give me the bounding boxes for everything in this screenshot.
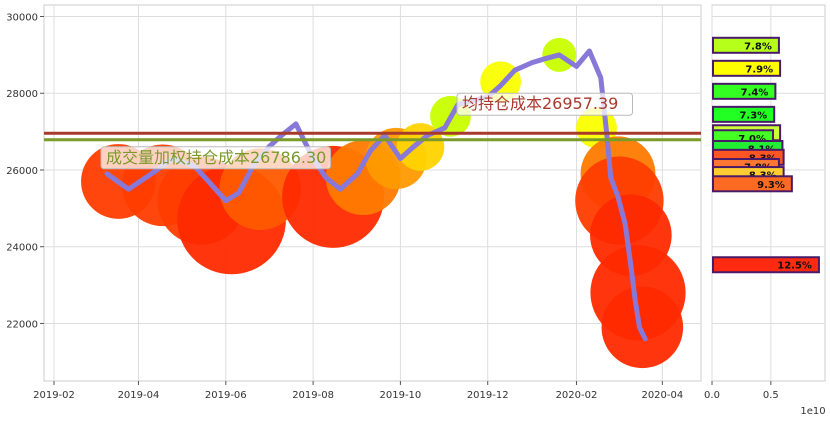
reference-label-box: [100, 146, 331, 170]
volume-bar: [712, 175, 793, 193]
side-x-tick-label: 0.0: [704, 390, 720, 401]
volume-bar-label: 7.9%: [745, 64, 773, 75]
side-x-tick-label: 0.5: [763, 390, 779, 401]
y-tick-label: 28000: [6, 89, 38, 100]
reference-label: 均持仓成本26957.39: [462, 94, 618, 113]
main-axes: 2019-02 2019-04 2019-06 2019-08 2019-10 2019-…: [6, 13, 683, 401]
main-gridlines: [44, 5, 701, 381]
x-tick-label: 2019-10: [380, 390, 422, 401]
x-tick-label: 2019-02: [33, 390, 75, 401]
reference-label: 成交量加权持仓成本26786.30: [106, 148, 326, 167]
volume-bar: [712, 105, 776, 123]
y-tick-label: 30000: [6, 13, 38, 24]
side-scale-label: 1e10: [800, 406, 825, 417]
x-tick-label: 2019-08: [292, 390, 334, 401]
reference-label-box: [456, 92, 633, 116]
y-tick-label: 26000: [6, 166, 38, 177]
x-tick-label: 2019-04: [118, 390, 160, 401]
volume-bar-label: 7.4%: [741, 87, 769, 98]
volume-bar: [712, 36, 780, 54]
volume-bar: [712, 59, 782, 77]
cost-reference-lines: 均持仓成本26957.39 成交量加权持仓成本26786.30: [44, 92, 701, 170]
volume-bar-label: 7.0%: [738, 134, 766, 145]
volume-bar: [712, 82, 777, 100]
side-axes: 0.0 0.5 1e10: [704, 381, 826, 417]
price-line: [104, 48, 648, 342]
x-tick-label: 2019-06: [205, 390, 247, 401]
volume-bar: [712, 256, 820, 274]
volume-bar-label: 9.3%: [757, 180, 785, 191]
x-tick-label: 2020-04: [641, 390, 683, 401]
y-tick-label: 24000: [6, 243, 38, 254]
volume-bar-label: 12.5%: [777, 261, 812, 272]
volume-bar-label: 7.8%: [744, 41, 772, 52]
trade-bubble: [601, 286, 684, 369]
x-tick-label: 2020-02: [556, 390, 598, 401]
x-tick-label: 2019-12: [467, 390, 509, 401]
volume-bar-label: 7.3%: [739, 110, 767, 121]
volume-distribution-bars: 7.8%7.9%7.4%7.3%7.9%7.0%8.1%8.3%7.8%8.3%…: [712, 36, 820, 274]
y-tick-label: 22000: [6, 319, 38, 330]
